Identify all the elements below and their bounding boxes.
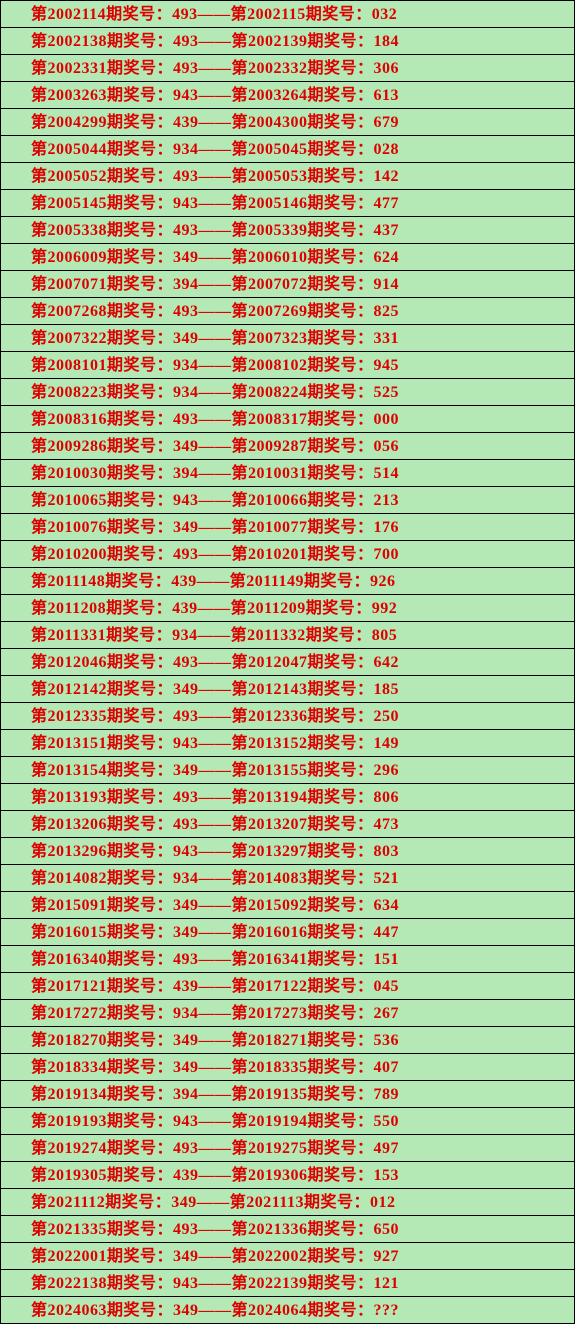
row-text: 第2005145期奖号：943——第2005146期奖号：477: [31, 195, 399, 212]
table-row: 第2011148期奖号：439——第2011149期奖号：926: [1, 568, 574, 595]
table-row: 第2006009期奖号：349——第2006010期奖号：624: [1, 244, 574, 271]
row-text: 第2005052期奖号：493——第2005053期奖号：142: [31, 168, 399, 185]
table-row: 第2002331期奖号：493——第2002332期奖号：306: [1, 55, 574, 82]
table-row: 第2019193期奖号：943——第2019194期奖号：550: [1, 1108, 574, 1135]
row-text: 第2017272期奖号：934——第2017273期奖号：267: [31, 1005, 399, 1022]
table-row: 第2013296期奖号：943——第2013297期奖号：803: [1, 838, 574, 865]
table-row: 第2024063期奖号：349——第2024064期奖号：???: [1, 1297, 574, 1324]
table-row: 第2013193期奖号：493——第2013194期奖号：806: [1, 784, 574, 811]
table-row: 第2005044期奖号：934——第2005045期奖号：028: [1, 136, 574, 163]
row-text: 第2024063期奖号：349——第2024064期奖号：???: [31, 1302, 399, 1319]
table-row: 第2018270期奖号：349——第2018271期奖号：536: [1, 1027, 574, 1054]
row-text: 第2012046期奖号：493——第2012047期奖号：642: [31, 654, 399, 671]
row-text: 第2016340期奖号：493——第2016341期奖号：151: [31, 951, 399, 968]
table-row: 第2016340期奖号：493——第2016341期奖号：151: [1, 946, 574, 973]
row-text: 第2013296期奖号：943——第2013297期奖号：803: [31, 843, 399, 860]
table-row: 第2002138期奖号：493——第2002139期奖号：184: [1, 28, 574, 55]
row-text: 第2005338期奖号：493——第2005339期奖号：437: [31, 222, 399, 239]
table-row: 第2011208期奖号：439——第2011209期奖号：992: [1, 595, 574, 622]
row-text: 第2019134期奖号：394——第2019135期奖号：789: [31, 1086, 399, 1103]
row-text: 第2007071期奖号：394——第2007072期奖号：914: [31, 276, 399, 293]
table-row: 第2010065期奖号：943——第2010066期奖号：213: [1, 487, 574, 514]
row-text: 第2013154期奖号：349——第2013155期奖号：296: [31, 762, 399, 779]
table-row: 第2011331期奖号：934——第2011332期奖号：805: [1, 622, 574, 649]
row-text: 第2018270期奖号：349——第2018271期奖号：536: [31, 1032, 399, 1049]
table-row: 第2008316期奖号：493——第2008317期奖号：000: [1, 406, 574, 433]
row-text: 第2021335期奖号：493——第2021336期奖号：650: [31, 1221, 399, 1238]
table-row: 第2007071期奖号：394——第2007072期奖号：914: [1, 271, 574, 298]
row-text: 第2008101期奖号：934——第2008102期奖号：945: [31, 357, 399, 374]
row-text: 第2013151期奖号：943——第2013152期奖号：149: [31, 735, 399, 752]
row-text: 第2002331期奖号：493——第2002332期奖号：306: [31, 60, 399, 77]
table-row: 第2009286期奖号：349——第2009287期奖号：056: [1, 433, 574, 460]
row-text: 第2015091期奖号：349——第2015092期奖号：634: [31, 897, 399, 914]
row-text: 第2021112期奖号：349——第2021113期奖号：012: [31, 1194, 395, 1211]
table-row: 第2003263期奖号：943——第2003264期奖号：613: [1, 82, 574, 109]
table-row: 第2005052期奖号：493——第2005053期奖号：142: [1, 163, 574, 190]
row-text: 第2013206期奖号：493——第2013207期奖号：473: [31, 816, 399, 833]
table-row: 第2012335期奖号：493——第2012336期奖号：250: [1, 703, 574, 730]
table-row: 第2019274期奖号：493——第2019275期奖号：497: [1, 1135, 574, 1162]
table-row: 第2013154期奖号：349——第2013155期奖号：296: [1, 757, 574, 784]
row-text: 第2009286期奖号：349——第2009287期奖号：056: [31, 438, 399, 455]
table-row: 第2022001期奖号：349——第2022002期奖号：927: [1, 1243, 574, 1270]
row-text: 第2022001期奖号：349——第2022002期奖号：927: [31, 1248, 399, 1265]
lottery-history-table: 第2002114期奖号：493——第2002115期奖号：032 第2002138…: [0, 0, 575, 1324]
row-text: 第2010030期奖号：394——第2010031期奖号：514: [31, 465, 399, 482]
table-row: 第2005338期奖号：493——第2005339期奖号：437: [1, 217, 574, 244]
row-text: 第2011331期奖号：934——第2011332期奖号：805: [31, 627, 397, 644]
row-text: 第2007322期奖号：349——第2007323期奖号：331: [31, 330, 399, 347]
row-text: 第2011148期奖号：439——第2011149期奖号：926: [31, 573, 395, 590]
table-row: 第2022138期奖号：943——第2022139期奖号：121: [1, 1270, 574, 1297]
table-row: 第2019305期奖号：439——第2019306期奖号：153: [1, 1162, 574, 1189]
row-text: 第2018334期奖号：349——第2018335期奖号：407: [31, 1059, 399, 1076]
table-row: 第2007322期奖号：349——第2007323期奖号：331: [1, 325, 574, 352]
row-text: 第2004299期奖号：439——第2004300期奖号：679: [31, 114, 399, 131]
row-text: 第2003263期奖号：943——第2003264期奖号：613: [31, 87, 399, 104]
row-text: 第2008223期奖号：934——第2008224期奖号：525: [31, 384, 399, 401]
row-text: 第2012335期奖号：493——第2012336期奖号：250: [31, 708, 399, 725]
row-text: 第2011208期奖号：439——第2011209期奖号：992: [31, 600, 397, 617]
row-text: 第2002114期奖号：493——第2002115期奖号：032: [31, 6, 397, 23]
table-row: 第2002114期奖号：493——第2002115期奖号：032: [1, 1, 574, 28]
row-text: 第2005044期奖号：934——第2005045期奖号：028: [31, 141, 399, 158]
row-text: 第2002138期奖号：493——第2002139期奖号：184: [31, 33, 399, 50]
table-row: 第2010076期奖号：349——第2010077期奖号：176: [1, 514, 574, 541]
row-text: 第2012142期奖号：349——第2012143期奖号：185: [31, 681, 399, 698]
table-row: 第2013206期奖号：493——第2013207期奖号：473: [1, 811, 574, 838]
table-row: 第2014082期奖号：934——第2014083期奖号：521: [1, 865, 574, 892]
table-row: 第2018334期奖号：349——第2018335期奖号：407: [1, 1054, 574, 1081]
table-row: 第2021335期奖号：493——第2021336期奖号：650: [1, 1216, 574, 1243]
table-row: 第2021112期奖号：349——第2021113期奖号：012: [1, 1189, 574, 1216]
table-row: 第2015091期奖号：349——第2015092期奖号：634: [1, 892, 574, 919]
table-row: 第2013151期奖号：943——第2013152期奖号：149: [1, 730, 574, 757]
row-text: 第2007268期奖号：493——第2007269期奖号：825: [31, 303, 399, 320]
row-text: 第2017121期奖号：439——第2017122期奖号：045: [31, 978, 399, 995]
table-row: 第2005145期奖号：943——第2005146期奖号：477: [1, 190, 574, 217]
table-row: 第2008223期奖号：934——第2008224期奖号：525: [1, 379, 574, 406]
table-row: 第2008101期奖号：934——第2008102期奖号：945: [1, 352, 574, 379]
table-row: 第2016015期奖号：349——第2016016期奖号：447: [1, 919, 574, 946]
row-text: 第2022138期奖号：943——第2022139期奖号：121: [31, 1275, 399, 1292]
table-row: 第2017272期奖号：934——第2017273期奖号：267: [1, 1000, 574, 1027]
table-row: 第2019134期奖号：394——第2019135期奖号：789: [1, 1081, 574, 1108]
row-text: 第2019305期奖号：439——第2019306期奖号：153: [31, 1167, 399, 1184]
row-text: 第2014082期奖号：934——第2014083期奖号：521: [31, 870, 399, 887]
row-text: 第2019193期奖号：943——第2019194期奖号：550: [31, 1113, 399, 1130]
table-row: 第2010200期奖号：493——第2010201期奖号：700: [1, 541, 574, 568]
row-text: 第2016015期奖号：349——第2016016期奖号：447: [31, 924, 399, 941]
row-text: 第2010065期奖号：943——第2010066期奖号：213: [31, 492, 399, 509]
row-text: 第2010076期奖号：349——第2010077期奖号：176: [31, 519, 399, 536]
table-row: 第2012142期奖号：349——第2012143期奖号：185: [1, 676, 574, 703]
row-text: 第2013193期奖号：493——第2013194期奖号：806: [31, 789, 399, 806]
row-text: 第2019274期奖号：493——第2019275期奖号：497: [31, 1140, 399, 1157]
table-row: 第2007268期奖号：493——第2007269期奖号：825: [1, 298, 574, 325]
table-row: 第2017121期奖号：439——第2017122期奖号：045: [1, 973, 574, 1000]
row-text: 第2010200期奖号：493——第2010201期奖号：700: [31, 546, 399, 563]
row-text: 第2006009期奖号：349——第2006010期奖号：624: [31, 249, 399, 266]
row-text: 第2008316期奖号：493——第2008317期奖号：000: [31, 411, 399, 428]
table-row: 第2004299期奖号：439——第2004300期奖号：679: [1, 109, 574, 136]
table-row: 第2012046期奖号：493——第2012047期奖号：642: [1, 649, 574, 676]
table-row: 第2010030期奖号：394——第2010031期奖号：514: [1, 460, 574, 487]
